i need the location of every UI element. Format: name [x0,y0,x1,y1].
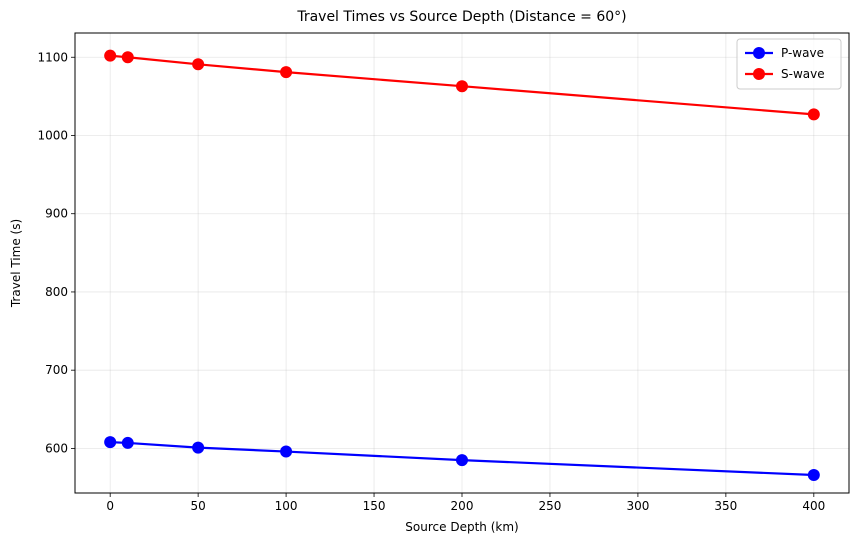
x-tick-label: 0 [106,499,114,513]
series-p-wave [104,436,820,482]
data-point-p-wave [456,454,468,467]
data-point-s-wave [807,108,820,121]
y-tick-label: 800 [45,285,68,299]
y-tick-label: 600 [45,441,68,455]
x-tick-label: 250 [539,499,562,513]
legend-marker-p-wave [753,47,765,59]
legend-label-s-wave: S-wave [781,67,825,81]
data-point-s-wave [456,80,468,93]
legend-item-p-wave: P-wave [745,46,824,60]
legend-item-s-wave: S-wave [745,67,825,81]
grid [75,33,849,493]
y-axis-label: Travel Time (s) [9,219,23,308]
x-tick-label: 400 [802,499,825,513]
x-tick-label: 350 [714,499,737,513]
x-tick-label: 150 [363,499,386,513]
x-tick-label: 100 [275,499,298,513]
chart-title: Travel Times vs Source Depth (Distance =… [296,9,626,25]
y-tick-label: 1000 [37,128,68,142]
data-point-p-wave [807,469,820,482]
series-s-wave [104,49,820,121]
data-point-p-wave [280,445,293,458]
data-point-p-wave [121,436,134,449]
axis-ticks: 0 50 100 150 200 250 300 350 400 600 700 800 900 1000… [37,50,825,513]
legend: P-wave S-wave [736,38,842,90]
data-point-s-wave [104,49,117,62]
y-tick-label: 700 [45,363,68,377]
data-point-s-wave [121,51,134,64]
data-point-p-wave [192,441,205,454]
legend-marker-s-wave [753,68,765,80]
x-axis-label: Source Depth (km) [405,520,518,534]
y-tick-label: 900 [45,207,68,221]
x-tick-label: 200 [451,499,474,513]
x-tick-label: 300 [626,499,649,513]
data-point-s-wave [192,58,205,71]
x-tick-label: 50 [190,499,205,513]
series [104,49,820,482]
data-point-s-wave [280,66,293,79]
legend-label-p-wave: P-wave [781,46,824,60]
y-tick-label: 1100 [37,50,68,64]
data-point-p-wave [104,436,117,449]
